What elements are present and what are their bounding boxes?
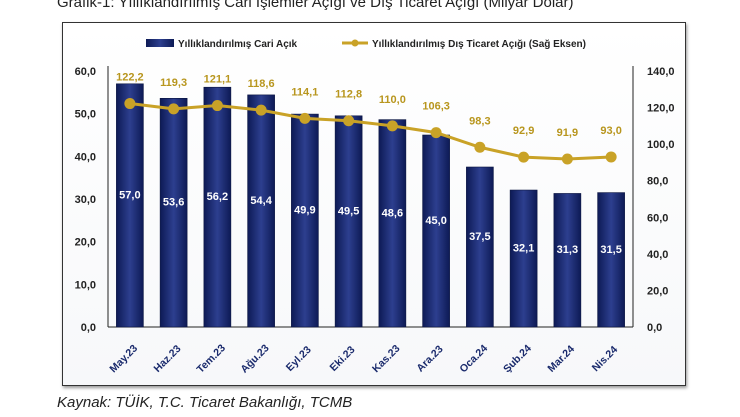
bar-value-label: 31,3 (557, 244, 578, 256)
bar (466, 166, 494, 328)
x-tick-label: Şub.24 (501, 342, 534, 375)
left-tick-label: 20,0 (75, 237, 96, 249)
right-tick-label: 120,0 (647, 103, 675, 115)
legend-line-marker (351, 39, 359, 47)
line-value-label: 93,0 (600, 125, 621, 137)
x-tick-label: Kas.23 (370, 343, 403, 376)
x-tick-label: Oca.24 (457, 342, 490, 375)
line-value-label: 98,3 (469, 115, 490, 127)
line-point (124, 98, 136, 110)
bar-value-label: 53,6 (163, 197, 184, 209)
line-point (255, 104, 267, 116)
bar (116, 83, 144, 328)
left-tick-label: 10,0 (75, 279, 96, 291)
line-point (605, 151, 617, 163)
right-tick-label: 100,0 (647, 139, 675, 151)
bar (247, 94, 275, 328)
x-tick-label: Ara.23 (414, 343, 445, 374)
bar-value-label: 56,2 (207, 191, 228, 203)
chart-title: Grafik-1: Yıllıklandırılmış Cari İşlemle… (57, 0, 574, 11)
line-value-label: 91,9 (557, 127, 578, 139)
line-point (211, 100, 223, 112)
bar-value-label: 48,6 (382, 207, 403, 219)
line-value-label: 92,9 (513, 125, 534, 137)
line-value-label: 118,6 (248, 78, 275, 90)
left-tick-label: 40,0 (75, 151, 96, 163)
x-tick-label: Eyl.23 (284, 344, 314, 374)
line-value-label: 122,2 (116, 72, 144, 84)
x-tick-label: Ağu.23 (238, 342, 271, 375)
right-tick-label: 140,0 (647, 66, 675, 78)
line-value-label: 114,1 (291, 86, 318, 98)
legend: Yıllıklandırılmış Cari Açık Yıllıklandır… (146, 39, 586, 50)
bar (203, 86, 232, 328)
bar (378, 119, 407, 328)
line-value-label: 119,3 (160, 77, 187, 89)
left-tick-label: 0,0 (81, 322, 96, 334)
line-point (430, 127, 442, 139)
left-tick-label: 30,0 (75, 194, 96, 206)
right-tick-label: 80,0 (647, 176, 668, 188)
bar-value-label: 45,0 (425, 215, 446, 227)
right-tick-label: 0,0 (647, 322, 662, 334)
right-tick-label: 60,0 (647, 212, 668, 224)
bar-value-label: 54,4 (250, 195, 272, 207)
source-note: Kaynak: TÜİK, T.C. Ticaret Bakanlığı, TC… (57, 394, 353, 411)
line-point (474, 141, 486, 153)
bar-value-label: 49,9 (294, 205, 315, 217)
left-tick-label: 50,0 (75, 109, 96, 121)
legend-line-label: Yıllıklandırılmış Dış Ticaret Açığı (Sağ… (372, 39, 586, 50)
line-value-label: 110,0 (379, 94, 406, 106)
line-point (343, 115, 355, 127)
bar (422, 134, 450, 328)
line-point (386, 120, 398, 132)
bar (597, 192, 625, 328)
line-value-label: 106,3 (422, 101, 450, 113)
bar-value-label: 32,1 (513, 243, 534, 255)
line-point (299, 112, 311, 124)
line-point (518, 151, 530, 163)
legend-bar-swatch (146, 39, 174, 47)
bar-value-label: 49,5 (338, 205, 359, 217)
line-point (168, 103, 180, 115)
x-tick-label: Eki.23 (328, 344, 358, 374)
left-tick-label: 60,0 (75, 66, 96, 78)
line-series (129, 102, 612, 161)
bar (553, 193, 582, 328)
x-tick-label: Tem.23 (194, 342, 228, 376)
legend-bar-label: Yıllıklandırılmış Cari Açık (178, 39, 298, 50)
x-tick-label: Mar.24 (545, 343, 577, 375)
bar (159, 98, 188, 328)
bar-value-label: 37,5 (469, 231, 490, 243)
line-value-label: 121,1 (204, 74, 232, 86)
x-tick-label: May.23 (107, 342, 140, 375)
bar (334, 115, 363, 328)
right-tick-label: 20,0 (647, 285, 668, 297)
bar-value-label: 31,5 (600, 244, 621, 256)
bar (291, 113, 319, 328)
line-point (561, 153, 573, 165)
bar (509, 189, 538, 328)
line-value-label: 112,8 (335, 89, 362, 101)
x-tick-label: Haz.23 (151, 343, 183, 375)
bar-value-label: 57,0 (119, 189, 140, 201)
right-tick-label: 40,0 (647, 249, 668, 261)
x-tick-label: Nis.24 (590, 344, 620, 374)
